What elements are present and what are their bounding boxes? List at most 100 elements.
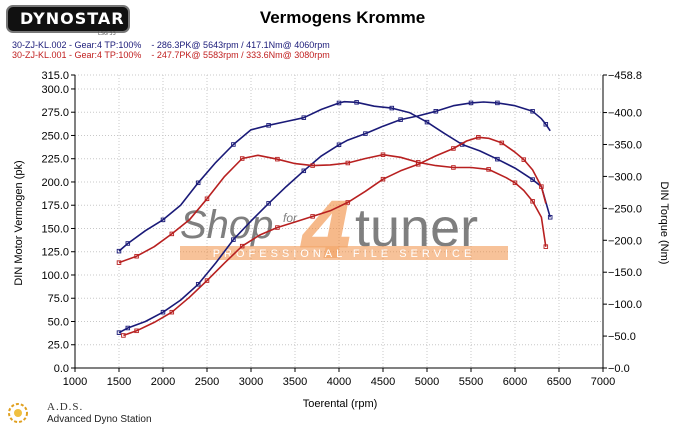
x-tick-label: 4000 [327, 376, 351, 388]
x-axis-label: Toerental (rpm) [303, 398, 378, 410]
series-point-2 [345, 200, 351, 205]
series-point-0 [543, 122, 549, 127]
y2-axis-label: DIN Torque (Nm) [658, 182, 670, 265]
series-point-3 [116, 260, 122, 265]
series-point-2 [310, 214, 315, 219]
series-point-3 [169, 231, 175, 237]
series-point-3 [415, 160, 421, 165]
x-tick-label: 4500 [371, 376, 395, 388]
series-point-1 [336, 100, 342, 106]
series-point-2 [275, 225, 280, 230]
series-point-0 [336, 142, 342, 148]
series-point-1 [495, 156, 500, 162]
series-line-1 [118, 100, 551, 252]
series-point-0 [495, 100, 500, 106]
y2-tick-label: −150.0 [608, 267, 642, 279]
y-tick-label: 25.0 [48, 340, 69, 352]
series-point-0 [433, 109, 439, 114]
series-point-0 [301, 168, 307, 174]
series-point-1 [195, 180, 201, 186]
series-point-2 [169, 309, 175, 315]
logo-text: DYNOSTAR [20, 9, 125, 28]
series-point-3 [512, 180, 518, 186]
y-tick-label: 100.0 [41, 270, 69, 282]
series-point-0 [125, 325, 131, 331]
footer-subtitle: Advanced Dyno Station [47, 414, 152, 425]
series-point-0 [363, 131, 368, 136]
footer-title: A.D.S. [47, 401, 84, 413]
y-tick-label: 75.0 [48, 293, 69, 305]
series-point-2 [499, 140, 505, 146]
x-tick-label: 2000 [151, 376, 175, 388]
ads-flame-icon [8, 403, 28, 423]
series-point-2 [521, 157, 527, 162]
series-point-1 [116, 248, 122, 254]
series-point-3 [134, 253, 139, 259]
y2-tick-label: −300.0 [608, 171, 642, 183]
run-legend-2: 30-ZJ-KL.001 - Gear:4 TP:100% - 247.7PK@… [12, 50, 330, 60]
series-line-0 [118, 101, 551, 334]
series-point-0 [116, 330, 122, 335]
x-tick-label: 1500 [107, 376, 131, 388]
series-point-1 [424, 119, 430, 125]
y2-tick-label: −458.8 [608, 70, 642, 82]
y-tick-label: 175.0 [41, 200, 69, 212]
series-point-2 [204, 278, 210, 283]
series-point-2 [451, 146, 456, 151]
y-tick-label: 250.0 [41, 130, 69, 142]
y2-tick-label: −0.0 [608, 363, 630, 375]
series-point-0 [195, 282, 201, 287]
y2-tick-label: −200.0 [608, 235, 642, 247]
series-point-3 [275, 156, 280, 162]
series-point-3 [530, 199, 535, 204]
y-axis-label: DIN Motor Vermogen (pk) [13, 160, 25, 285]
x-tick-label: 6000 [503, 376, 527, 388]
series-point-1 [301, 115, 307, 120]
x-tick-label: 7000 [591, 376, 615, 388]
series-point-3 [451, 165, 456, 170]
watermark-band [180, 246, 508, 260]
y2-tick-label: −100.0 [608, 299, 642, 311]
run-legend-1: 30-ZJ-KL.002 - Gear:4 TP:100% - 286.3PK@… [12, 40, 330, 50]
series-point-3 [543, 244, 549, 249]
dynostar-logo: DYNOSTAR [6, 5, 130, 33]
shop4tuner-watermark: Shop for 4 tuner PROFESSIONAL FILE SERVI… [180, 187, 508, 277]
series-point-2 [134, 328, 139, 334]
series-point-2 [476, 135, 481, 140]
axes: 1000 1500 2000 2500 3000 3500 4000 4500 5000 5500… [41, 70, 641, 388]
x-tick-label: 5500 [459, 376, 483, 388]
series-point-0 [160, 309, 166, 315]
chart-title: Vermogens Kromme [259, 8, 426, 27]
series-point-2 [539, 184, 544, 189]
series-point-1 [389, 105, 395, 111]
y-tick-label: 275.0 [41, 107, 69, 119]
series-point-1 [125, 241, 131, 246]
watermark-shop: Shop [180, 203, 273, 247]
series-point-1 [354, 100, 359, 105]
series-point-1 [231, 142, 236, 147]
y-tick-label: 225.0 [41, 154, 69, 166]
x-tick-label: 3500 [283, 376, 307, 388]
series-point-0 [231, 237, 236, 242]
series-point-0 [530, 109, 535, 114]
series-point-1 [160, 217, 166, 223]
series-point-2 [380, 176, 386, 182]
x-tick-label: 5000 [415, 376, 439, 388]
series-point-3 [204, 196, 210, 202]
y-tick-label: 150.0 [41, 223, 69, 235]
y2-tick-label: −250.0 [608, 203, 642, 215]
y-tick-label: 125.0 [41, 247, 69, 259]
series-point-3 [486, 167, 491, 172]
series-point-1 [530, 177, 535, 182]
y-tick-label: 315.0 [41, 70, 69, 82]
series-point-3 [380, 152, 386, 157]
logo-subtext: LSG 33 [98, 31, 116, 37]
series-point-0 [468, 100, 474, 106]
y-tick-label: 200.0 [41, 177, 69, 189]
x-tick-label: 2500 [195, 376, 219, 388]
series-point-3 [239, 156, 245, 161]
series-point-1 [547, 215, 553, 220]
watermark-four: 4 [299, 187, 354, 277]
y-tick-label: 0.0 [54, 363, 69, 375]
